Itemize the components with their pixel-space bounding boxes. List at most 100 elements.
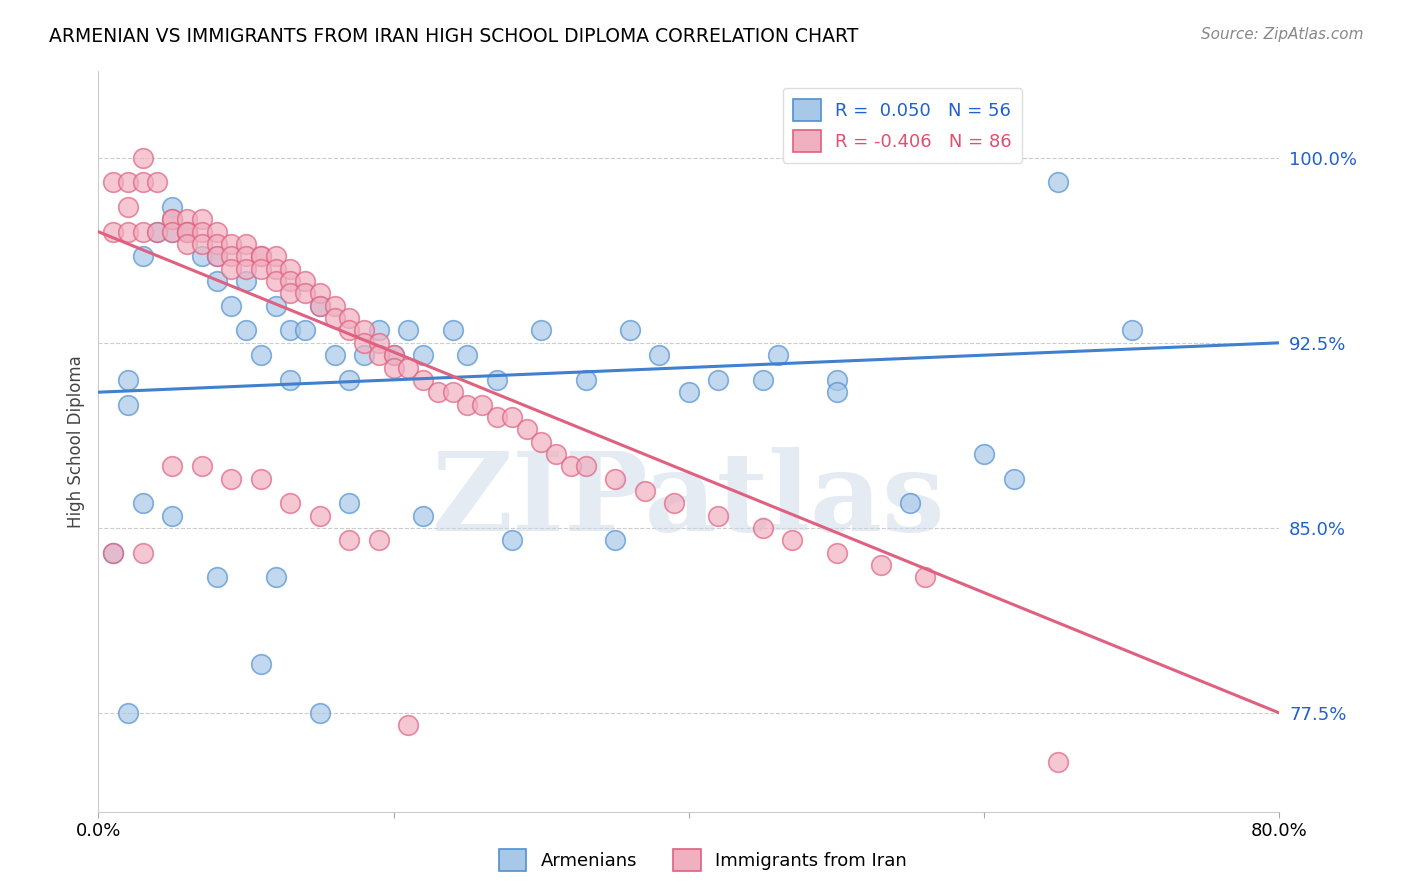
Point: [323, 348, 346, 362]
Point: [309, 299, 332, 313]
Point: [250, 261, 273, 276]
Point: [205, 249, 228, 263]
Point: [235, 274, 257, 288]
Point: [575, 459, 598, 474]
Point: [339, 496, 361, 510]
Point: [280, 286, 302, 301]
Point: [1002, 471, 1025, 485]
Point: [339, 533, 361, 548]
Point: [427, 385, 450, 400]
Point: [132, 545, 155, 559]
Text: ZIPatlas: ZIPatlas: [432, 447, 946, 554]
Point: [117, 200, 139, 214]
Point: [221, 237, 243, 252]
Point: [648, 348, 671, 362]
Point: [146, 225, 169, 239]
Point: [235, 237, 257, 252]
Point: [323, 299, 346, 313]
Point: [323, 311, 346, 326]
Point: [825, 373, 848, 387]
Point: [516, 422, 538, 436]
Point: [250, 471, 273, 485]
Point: [782, 533, 804, 548]
Y-axis label: High School Diploma: High School Diploma: [66, 355, 84, 528]
Point: [294, 274, 316, 288]
Point: [117, 225, 139, 239]
Point: [162, 200, 183, 214]
Point: [162, 212, 183, 227]
Point: [250, 249, 273, 263]
Point: [205, 237, 228, 252]
Point: [176, 237, 198, 252]
Point: [825, 545, 848, 559]
Point: [221, 261, 243, 276]
Point: [368, 533, 391, 548]
Point: [162, 225, 183, 239]
Point: [176, 212, 198, 227]
Point: [398, 718, 420, 732]
Point: [162, 459, 183, 474]
Point: [382, 360, 405, 375]
Point: [530, 434, 553, 449]
Point: [412, 373, 434, 387]
Point: [103, 545, 125, 559]
Point: [368, 323, 391, 337]
Point: [353, 335, 375, 350]
Point: [560, 459, 582, 474]
Point: [191, 237, 214, 252]
Point: [205, 225, 228, 239]
Point: [103, 175, 125, 189]
Point: [250, 657, 273, 671]
Point: [264, 299, 287, 313]
Point: [605, 533, 627, 548]
Point: [264, 249, 287, 263]
Point: [309, 508, 332, 523]
Point: [382, 348, 405, 362]
Point: [752, 373, 775, 387]
Point: [501, 533, 523, 548]
Point: [280, 496, 302, 510]
Point: [441, 323, 464, 337]
Point: [221, 299, 243, 313]
Point: [870, 558, 893, 572]
Point: [205, 274, 228, 288]
Point: [339, 311, 361, 326]
Point: [132, 249, 155, 263]
Point: [264, 274, 287, 288]
Point: [117, 373, 139, 387]
Point: [707, 508, 730, 523]
Point: [117, 706, 139, 720]
Point: [486, 409, 509, 424]
Point: [294, 323, 316, 337]
Point: [132, 175, 155, 189]
Point: [132, 225, 155, 239]
Point: [382, 348, 405, 362]
Point: [398, 360, 420, 375]
Point: [678, 385, 700, 400]
Point: [339, 373, 361, 387]
Point: [191, 459, 214, 474]
Point: [486, 373, 509, 387]
Point: [398, 323, 420, 337]
Point: [117, 397, 139, 411]
Point: [264, 261, 287, 276]
Legend: Armenians, Immigrants from Iran: Armenians, Immigrants from Iran: [492, 842, 914, 879]
Point: [368, 335, 391, 350]
Point: [973, 447, 995, 461]
Point: [221, 249, 243, 263]
Point: [103, 545, 125, 559]
Point: [900, 496, 922, 510]
Text: ARMENIAN VS IMMIGRANTS FROM IRAN HIGH SCHOOL DIPLOMA CORRELATION CHART: ARMENIAN VS IMMIGRANTS FROM IRAN HIGH SC…: [49, 27, 859, 45]
Point: [294, 286, 316, 301]
Point: [205, 249, 228, 263]
Point: [309, 706, 332, 720]
Point: [412, 348, 434, 362]
Point: [368, 348, 391, 362]
Point: [280, 261, 302, 276]
Point: [191, 841, 214, 855]
Point: [235, 261, 257, 276]
Point: [191, 249, 214, 263]
Point: [176, 225, 198, 239]
Point: [280, 323, 302, 337]
Point: [1046, 175, 1070, 189]
